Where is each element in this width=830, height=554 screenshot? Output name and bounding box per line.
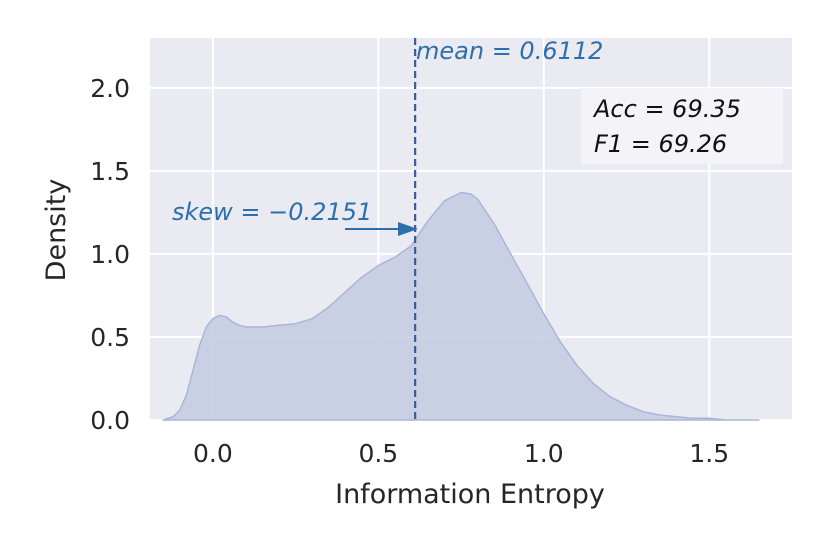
x-tick-label: 0.5	[358, 439, 398, 468]
y-tick-label: 0.0	[90, 406, 130, 435]
skew-annotation: skew = −0.2151	[172, 198, 372, 226]
f1-stat: F1 = 69.26	[594, 130, 727, 158]
density-area	[162, 191, 760, 421]
y-tick-label: 0.5	[90, 323, 130, 352]
x-tick-label: 1.0	[524, 439, 564, 468]
accuracy-stat: Acc = 69.35	[592, 95, 741, 123]
stats-box: Acc = 69.35 F1 = 69.26	[581, 88, 783, 164]
x-tick-label: 0.0	[193, 439, 233, 468]
y-tick-label: 1.5	[90, 157, 130, 186]
skew-arrow-head	[398, 222, 418, 236]
skew-arrow	[345, 222, 418, 236]
x-ticks: 0.0 0.5 1.0 1.5	[193, 439, 729, 468]
y-tick-label: 2.0	[90, 74, 130, 103]
x-axis-label: Information Entropy	[335, 479, 605, 510]
y-ticks: 0.0 0.5 1.0 1.5 2.0	[90, 74, 130, 435]
y-axis-label: Density	[41, 179, 72, 282]
x-tick-label: 1.5	[689, 439, 729, 468]
stats-box-background	[581, 88, 783, 164]
y-tick-label: 1.0	[90, 240, 130, 269]
mean-annotation: mean = 0.6112	[416, 37, 603, 65]
